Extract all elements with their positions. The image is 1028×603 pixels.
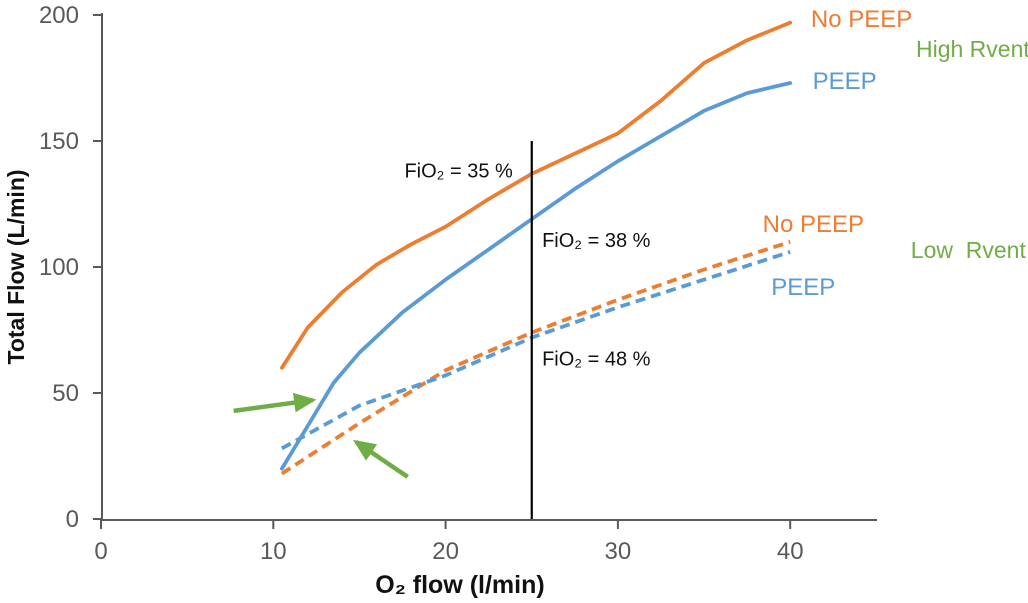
- annotation-fio2-1: FiO₂ = 38 %: [542, 230, 651, 252]
- y-tick-label-0: 0: [66, 506, 79, 533]
- axis-tick-labels: 0 50 100 150 200 0 10 20 30 40: [39, 2, 804, 565]
- annotation-fio2-2: FiO₂ = 48 %: [542, 348, 651, 370]
- series-line-no-peep-low-rvent: [280, 239, 791, 476]
- x-tick-label-0: 0: [94, 538, 107, 565]
- series-label-peep-5: PEEP: [771, 274, 835, 301]
- group-label-low-rvent-4: Low Rvent: [911, 237, 1027, 263]
- axis-ticks: [93, 14, 792, 529]
- annotations: FiO₂ = 35 % FiO₂ = 38 % FiO₂ = 48 %: [404, 161, 650, 371]
- series-line-peep-high-rvent: [279, 81, 793, 471]
- series-line-no-peep-high-rvent: [279, 20, 793, 370]
- series-label-no-peep-0: No PEEP: [811, 6, 912, 33]
- x-tick-label-30: 30: [605, 538, 632, 565]
- x-tick-label-20: 20: [432, 538, 459, 565]
- series-label-no-peep-3: No PEEP: [763, 211, 864, 238]
- y-tick-label-100: 100: [39, 254, 79, 281]
- arrow-1: [233, 392, 317, 414]
- y-axis-title: Total Flow (L/min): [3, 169, 29, 364]
- series-label-peep-2: PEEP: [813, 68, 877, 95]
- annotation-fio2-0: FiO₂ = 35 %: [404, 161, 513, 183]
- arrow-2: [353, 439, 409, 479]
- y-tick-label-200: 200: [39, 2, 79, 29]
- x-axis-title: O₂ flow (l/min): [375, 571, 544, 599]
- x-tick-label-40: 40: [777, 538, 804, 565]
- y-tick-label-150: 150: [39, 128, 79, 155]
- series-lines: [279, 20, 793, 476]
- group-label-high-rvent-1: High Rvent: [916, 36, 1028, 62]
- green-arrows: [233, 392, 409, 479]
- y-tick-label-50: 50: [52, 380, 79, 407]
- x-tick-label-10: 10: [260, 538, 287, 565]
